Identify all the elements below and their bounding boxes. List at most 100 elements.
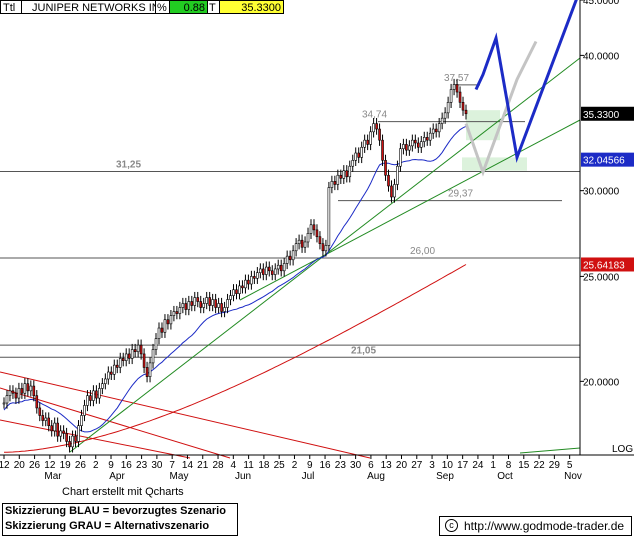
pct-value: 0.88 bbox=[183, 2, 205, 14]
candle-body bbox=[238, 285, 241, 294]
candle-body bbox=[118, 358, 122, 368]
candle-body bbox=[437, 123, 441, 133]
candle-body bbox=[208, 297, 211, 306]
x-tick-label: 24 bbox=[472, 460, 484, 471]
price-badge bbox=[581, 152, 634, 167]
candle-body bbox=[235, 289, 238, 294]
copyright-icon: c bbox=[445, 519, 458, 532]
month-label: Mar bbox=[44, 471, 62, 482]
legend-blue: Skizzierung BLAU = bevorzugtes Szenario bbox=[5, 505, 226, 517]
candle-body bbox=[196, 297, 200, 302]
candle-body bbox=[169, 315, 173, 325]
x-tick-label: 23 bbox=[136, 460, 148, 471]
candle-body bbox=[303, 241, 307, 248]
candle-body bbox=[375, 123, 378, 130]
candle-body bbox=[130, 349, 134, 359]
candle-body bbox=[414, 139, 417, 144]
candle-body bbox=[270, 270, 274, 275]
candle-body bbox=[136, 344, 140, 353]
candle-body bbox=[452, 84, 456, 90]
candle-body bbox=[214, 299, 217, 308]
candle-body bbox=[145, 367, 149, 377]
x-tick-label: 25 bbox=[274, 460, 286, 471]
candle-body bbox=[443, 112, 447, 119]
horizontal-levels: 37,57 34,74 31,25 29,37 26,00 21,05 bbox=[0, 73, 580, 358]
candle-body bbox=[276, 264, 280, 270]
candle-body bbox=[202, 303, 206, 308]
candle-body bbox=[232, 289, 235, 296]
x-tick-label: 22 bbox=[534, 460, 546, 471]
candle-body bbox=[83, 405, 86, 416]
source-url-box[interactable]: c http://www.godmode-trader.de bbox=[439, 516, 632, 536]
x-tick-label: 28 bbox=[212, 460, 224, 471]
candle-body bbox=[396, 165, 399, 185]
candle-body bbox=[29, 385, 33, 392]
candle-body bbox=[390, 185, 393, 198]
candle-body bbox=[273, 268, 277, 275]
t-value: 35.3300 bbox=[241, 2, 281, 14]
candle-body bbox=[226, 299, 229, 308]
candle-body bbox=[107, 371, 110, 380]
candle-body bbox=[354, 152, 358, 161]
candle-body bbox=[422, 137, 426, 142]
month-label: Jun bbox=[235, 471, 251, 482]
candlestick-series bbox=[2, 78, 468, 453]
candle-body bbox=[428, 132, 432, 141]
candle-body bbox=[458, 91, 462, 103]
candle-body bbox=[434, 128, 438, 133]
candle-body bbox=[363, 139, 366, 148]
candle-body bbox=[378, 128, 381, 141]
candle-body bbox=[425, 137, 429, 141]
downtrend-line-upper bbox=[0, 371, 371, 459]
candle-body bbox=[133, 349, 137, 353]
x-tick-label: 9 bbox=[108, 460, 114, 471]
candle-body bbox=[345, 170, 349, 178]
candle-body bbox=[148, 362, 152, 377]
highlight-zone bbox=[466, 110, 500, 141]
candle-body bbox=[211, 299, 214, 306]
candle-body bbox=[321, 243, 325, 252]
candle-body bbox=[369, 131, 372, 145]
price-badge-label: 25.64183 bbox=[583, 260, 625, 271]
level-label: 31,25 bbox=[116, 159, 141, 170]
candle-body bbox=[98, 388, 101, 399]
candle-body bbox=[223, 307, 226, 312]
candle-body bbox=[440, 117, 444, 124]
axis-layer: 45.000040.000030.000025.000020.0000LOG12… bbox=[0, 0, 634, 482]
candle-body bbox=[20, 388, 24, 394]
month-label: Oct bbox=[497, 471, 513, 482]
candle-body bbox=[229, 295, 232, 300]
candle-body bbox=[139, 344, 143, 355]
symbol-box: Ttl bbox=[0, 0, 22, 14]
candle-body bbox=[264, 266, 268, 275]
instrument-name: JUNIPER NETWORKS INC bbox=[32, 2, 168, 14]
pct-label-box: % bbox=[156, 0, 170, 14]
x-tick-label: 7 bbox=[169, 460, 175, 471]
candle-body bbox=[393, 184, 396, 198]
candle-body bbox=[253, 276, 256, 279]
candle-body bbox=[297, 239, 301, 245]
y-tick-label: 40.0000 bbox=[583, 51, 620, 62]
candle-body bbox=[384, 160, 387, 176]
candle-body bbox=[157, 327, 161, 339]
candle-body bbox=[5, 395, 9, 404]
candle-body bbox=[247, 279, 250, 285]
candle-body bbox=[62, 430, 65, 434]
candle-body bbox=[241, 285, 244, 289]
level-label: 37,57 bbox=[444, 73, 469, 84]
x-tick-label: 29 bbox=[549, 460, 561, 471]
x-tick-label: 12 bbox=[0, 460, 10, 471]
candle-body bbox=[259, 268, 262, 273]
candle-body bbox=[80, 415, 83, 426]
t-label: T bbox=[209, 2, 216, 14]
candle-body bbox=[11, 390, 15, 394]
candle-body bbox=[190, 301, 194, 306]
level-label: 21,05 bbox=[351, 345, 376, 356]
candle-body bbox=[86, 395, 89, 406]
source-url[interactable]: http://www.godmode-trader.de bbox=[464, 519, 625, 533]
candle-body bbox=[408, 145, 411, 151]
candle-body bbox=[77, 425, 80, 442]
candle-body bbox=[262, 268, 265, 275]
downtrend-line-bottom bbox=[0, 419, 191, 459]
candle-body bbox=[342, 170, 346, 179]
